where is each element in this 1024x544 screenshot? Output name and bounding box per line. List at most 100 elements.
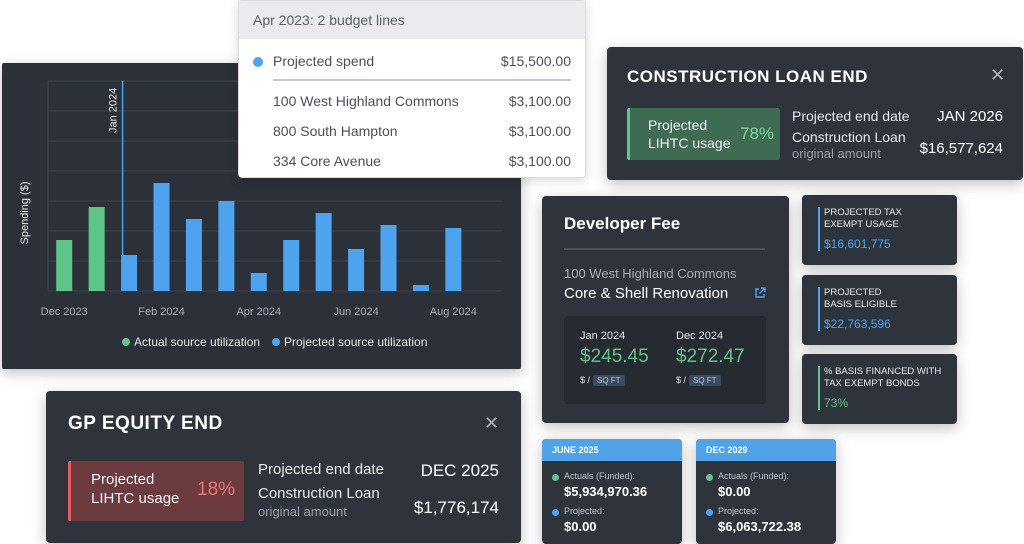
usage-label-line2: LIHTC usage (91, 490, 180, 507)
bar (185, 219, 202, 291)
end-date-value: DEC 2025 (420, 461, 499, 480)
unit-tag: SQ FT (689, 375, 721, 386)
stat-label: PROJECTED BASIS ELIGIBLE (824, 287, 897, 311)
date-card-header: JUNE 2025 (542, 439, 682, 461)
projected-dot-icon (253, 57, 263, 67)
stat-value: 73% (824, 396, 849, 410)
fee-value: $245.45 (580, 346, 649, 367)
gp-equity-title: GP EQUITY END (68, 413, 223, 434)
stat-label: % BASIS FINANCED WITH TAX EXEMPT BONDS (824, 366, 941, 390)
usage-percent: 18% (197, 479, 236, 500)
bar (283, 240, 300, 291)
tooltip-row-name: 334 Core Avenue (273, 153, 381, 169)
bar (56, 240, 73, 291)
project-name-link[interactable]: Core & Shell Renovation (564, 285, 729, 302)
x-tick-label: Apr 2024 (236, 306, 281, 318)
tooltip-row: 800 South Hampton $3,100.00 (273, 119, 571, 143)
basis-financed-card: % BASIS FINANCED WITH TAX EXEMPT BONDS 73… (802, 354, 957, 424)
projected-value: $0.00 (564, 519, 597, 534)
legend-entry: Projected source utilization (284, 335, 427, 349)
usage-label-line1: Projected (91, 471, 155, 488)
chart-tooltip: Apr 2023: 2 budget lines Projected spend… (238, 0, 586, 178)
x-tick-label: Dec 2023 (41, 306, 88, 318)
accent-bar (818, 287, 820, 331)
fee-date: Dec 2024 (676, 330, 724, 342)
actuals-value: $5,934,970.36 (564, 484, 648, 499)
tooltip-total-label: Projected spend (273, 53, 375, 69)
fee-value: $272.47 (676, 346, 745, 367)
unit-tag: SQ FT (593, 375, 625, 386)
marker-label: Jan 2024 (108, 88, 120, 133)
stat-label-line2: EXEMPT USAGE (824, 219, 899, 230)
projected-dot-icon (706, 509, 713, 516)
tooltip-row-value: $3,100.00 (508, 153, 571, 169)
lihtc-usage-box: Projected LIHTC usage 18% (68, 461, 244, 521)
external-link-icon[interactable] (754, 287, 766, 299)
projected-label: Projected: (718, 506, 759, 516)
projected-dot-icon (552, 509, 559, 516)
tooltip-total-value: $15,500.00 (500, 53, 571, 69)
bar (380, 225, 397, 291)
loan-label: Construction Loan (792, 129, 906, 145)
loan-sublabel: original amount (792, 146, 881, 161)
tooltip-row-value: $3,100.00 (508, 93, 571, 109)
stat-label-line2: BASIS ELIGIBLE (824, 299, 897, 310)
loan-amount: $16,577,624 (919, 140, 1003, 157)
actuals-label: Actuals (Funded): (564, 471, 636, 481)
gp-equity-card: GP EQUITY END ✕ Projected LIHTC usage 18… (46, 391, 521, 543)
bar (315, 213, 332, 291)
accent-bar (818, 207, 820, 251)
stat-label-line1: PROJECTED TAX (824, 207, 902, 218)
dec-2029-card: DEC 2029 Actuals (Funded): $0.00 Project… (696, 439, 836, 544)
bar (250, 273, 267, 291)
bar (348, 249, 365, 291)
stat-value: $22,763,596 (824, 317, 891, 331)
y-axis-label: Spending ($) (19, 182, 31, 245)
actuals-value: $0.00 (718, 484, 751, 499)
bar (412, 285, 429, 291)
usage-label-line2: LIHTC usage (648, 135, 731, 151)
legend-entry: Actual source utilization (134, 335, 260, 349)
close-icon[interactable]: ✕ (484, 413, 500, 433)
projected-label: Projected: (564, 506, 605, 516)
construction-loan-title: CONSTRUCTION LOAN END (627, 67, 868, 86)
tooltip-row: 100 West Highland Commons $3,100.00 (273, 89, 571, 113)
bar (121, 255, 138, 291)
bar (218, 201, 235, 291)
actuals-label: Actuals (Funded): (718, 471, 790, 481)
lihtc-usage-box: Projected LIHTC usage 78% (627, 108, 780, 160)
accent-bar (818, 366, 820, 410)
developer-fee-card: Developer Fee 100 West Highland Commons … (542, 196, 789, 423)
tooltip-row-value: $3,100.00 (508, 123, 571, 139)
close-icon[interactable]: ✕ (990, 65, 1006, 85)
tax-exempt-usage-card: PROJECTED TAX EXEMPT USAGE $16,601,775 (802, 195, 957, 265)
stat-label: PROJECTED TAX EXEMPT USAGE (824, 207, 902, 231)
actual-dot-icon (706, 474, 713, 481)
legend-dot-icon (272, 338, 280, 346)
actual-dot-icon (552, 474, 559, 481)
divider (564, 248, 765, 250)
tooltip-divider (273, 79, 571, 81)
date-card-header: DEC 2029 (696, 439, 836, 461)
usage-label-line1: Projected (648, 117, 708, 133)
fee-unit: $ / SQ FT (580, 375, 625, 386)
end-date-label: Projected end date (258, 461, 384, 478)
tooltip-row-name: 800 South Hampton (273, 123, 398, 139)
tooltip-row-name: 100 West Highland Commons (273, 93, 459, 109)
x-tick-label: Feb 2024 (138, 306, 184, 318)
stat-label-line2: TAX EXEMPT BONDS (824, 378, 920, 389)
tooltip-total-row: Projected spend $15,500.00 (273, 49, 571, 73)
x-tick-label: Jun 2024 (333, 306, 378, 318)
tooltip-row: 334 Core Avenue $3,100.00 (273, 149, 571, 173)
usage-percent: 78% (740, 124, 775, 143)
fee-unit: $ / SQ FT (676, 375, 721, 386)
fee-date: Jan 2024 (580, 330, 626, 342)
loan-sublabel: original amount (258, 504, 347, 519)
june-2025-card: JUNE 2025 Actuals (Funded): $5,934,970.3… (542, 439, 682, 544)
loan-label: Construction Loan (258, 485, 380, 502)
legend-dot-icon (122, 338, 130, 346)
basis-eligible-card: PROJECTED BASIS ELIGIBLE $22,763,596 (802, 275, 957, 345)
stat-value: $16,601,775 (824, 237, 891, 251)
property-name: 100 West Highland Commons (564, 266, 737, 281)
developer-fee-title: Developer Fee (564, 214, 681, 233)
